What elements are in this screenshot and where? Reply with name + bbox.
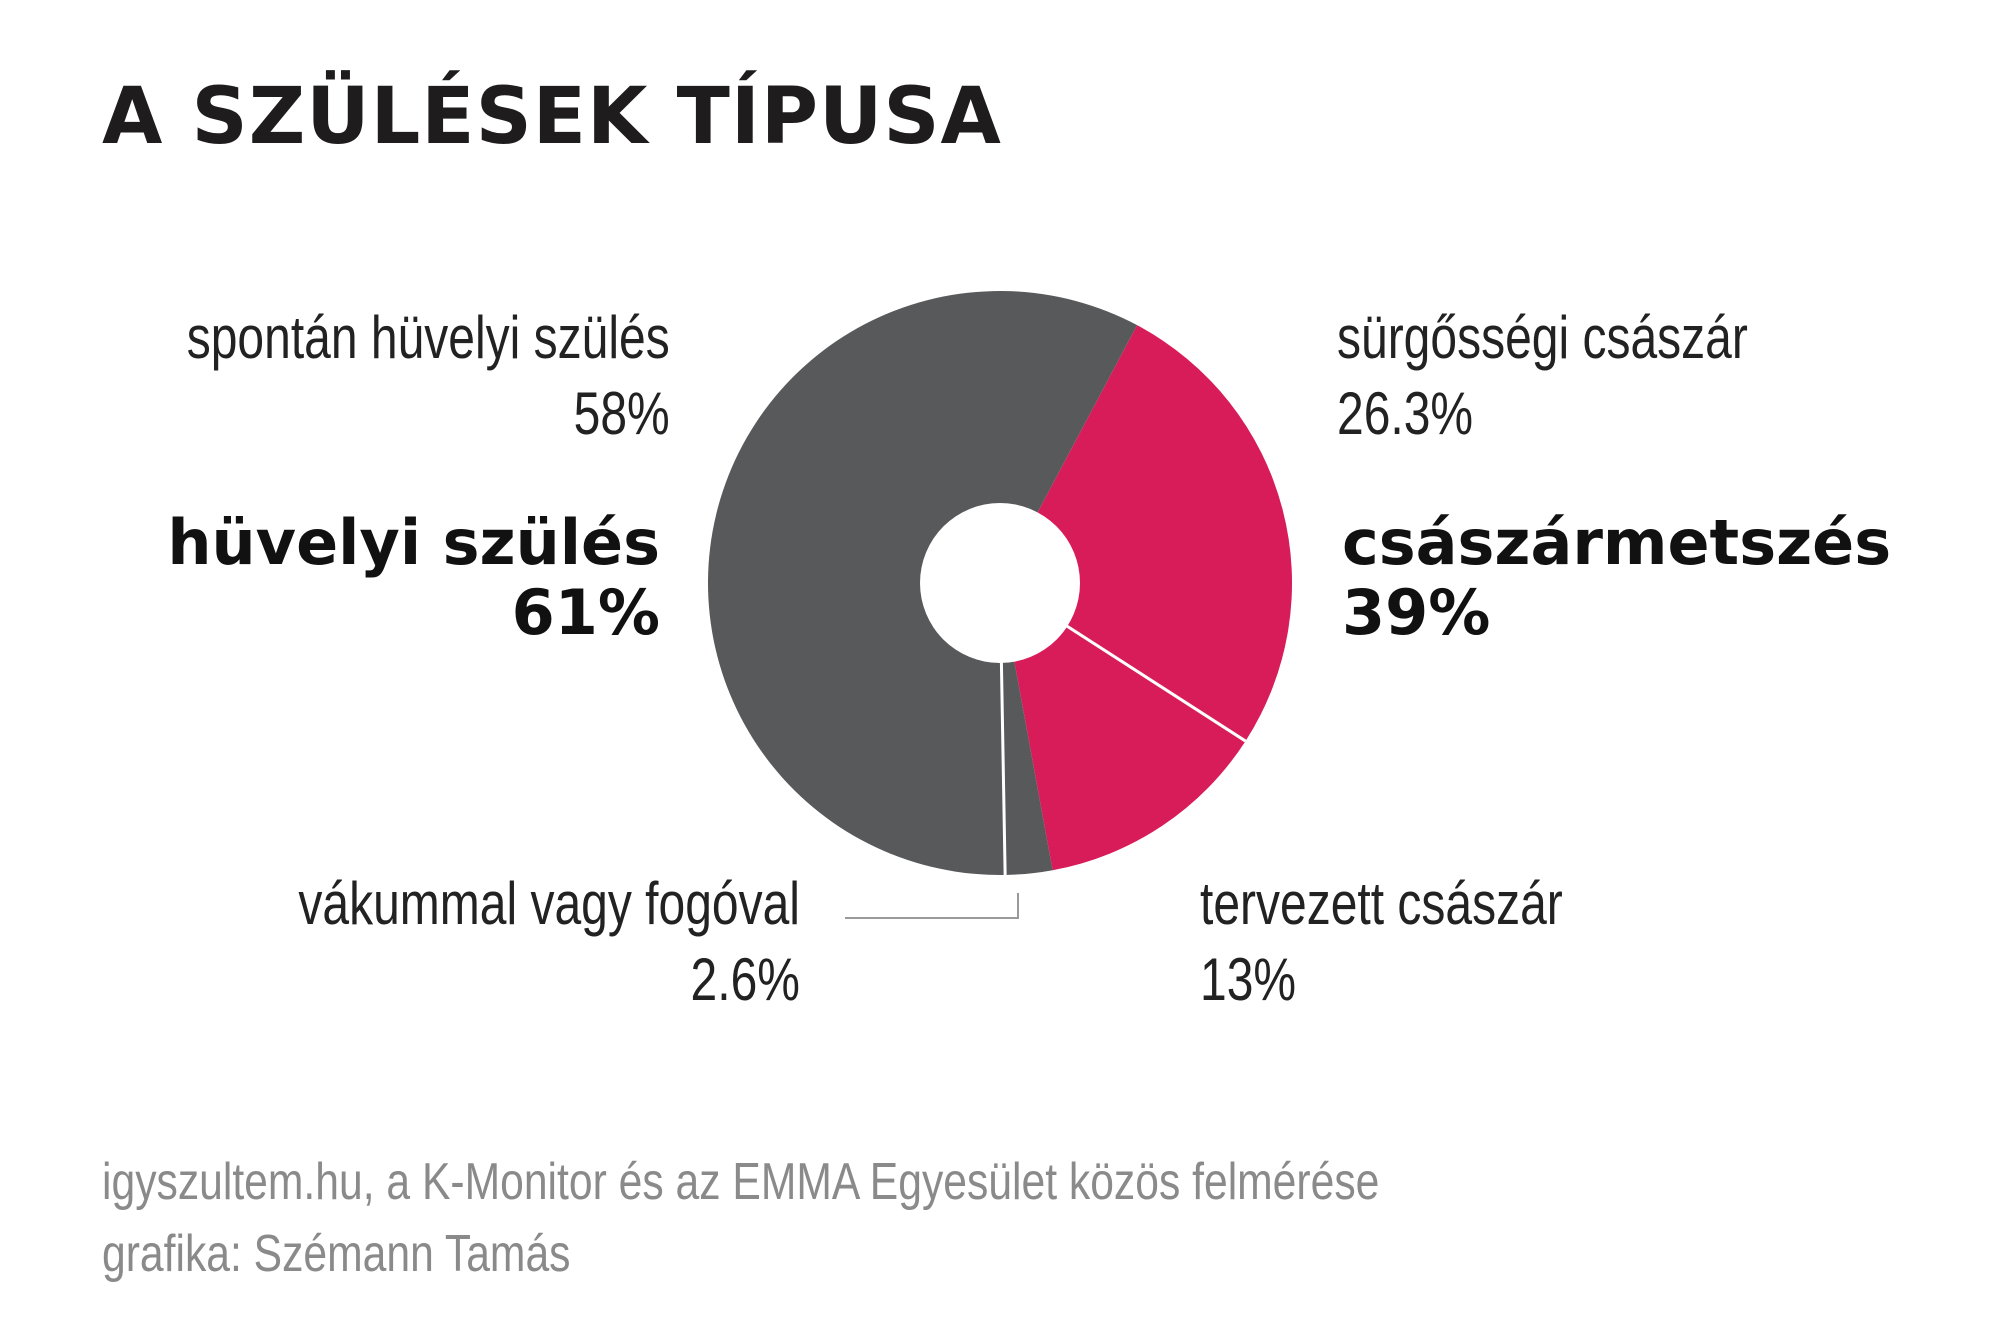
label-tervezett-value: 13%	[1200, 946, 1297, 1013]
donut-hole	[920, 503, 1080, 663]
label-spontan-value: 58%	[573, 380, 670, 447]
footer: igyszultem.hu, a K-Monitor és az EMMA Eg…	[102, 1146, 1379, 1290]
label-vakuum-name: vákummal vagy fogóval	[298, 870, 800, 937]
chart-title: A SZÜLÉSEK TÍPUSA	[102, 72, 1002, 162]
label-spontan-name: spontán hüvelyi szülés	[187, 304, 670, 371]
footer-credit: grafika: Szémann Tamás	[102, 1225, 571, 1283]
label-surgossegi-name: sürgősségi császár	[1337, 304, 1748, 371]
pie-slice-0	[1000, 325, 1293, 742]
label-surgossegi-csaszar: sürgősségi császár 26.3%	[1337, 300, 1748, 452]
pie-slice-1	[1000, 583, 1246, 871]
label-vakummal-vagy-fogoval: vákummal vagy fogóval 2.6%	[298, 866, 800, 1018]
group-label-csaszarmetszes: császármetszés 39%	[1342, 508, 1891, 648]
label-vakuum-value: 2.6%	[690, 946, 800, 1013]
group-huvelyi-value: 61%	[511, 576, 660, 649]
group-csaszar-name: császármetszés	[1342, 506, 1892, 579]
label-surgossegi-value: 26.3%	[1337, 380, 1474, 447]
label-tervezett-csaszar: tervezett császár 13%	[1200, 866, 1563, 1018]
footer-source: igyszultem.hu, a K-Monitor és az EMMA Eg…	[102, 1153, 1380, 1211]
group-huvelyi-name: hüvelyi szülés	[167, 506, 660, 579]
group-label-huvelyi-szules: hüvelyi szülés 61%	[167, 508, 660, 648]
label-tervezett-name: tervezett császár	[1200, 870, 1563, 937]
leader-line-vakuum	[845, 893, 1019, 919]
label-spontan-huvelyi-szules: spontán hüvelyi szülés 58%	[187, 300, 670, 452]
group-csaszar-value: 39%	[1342, 576, 1491, 649]
